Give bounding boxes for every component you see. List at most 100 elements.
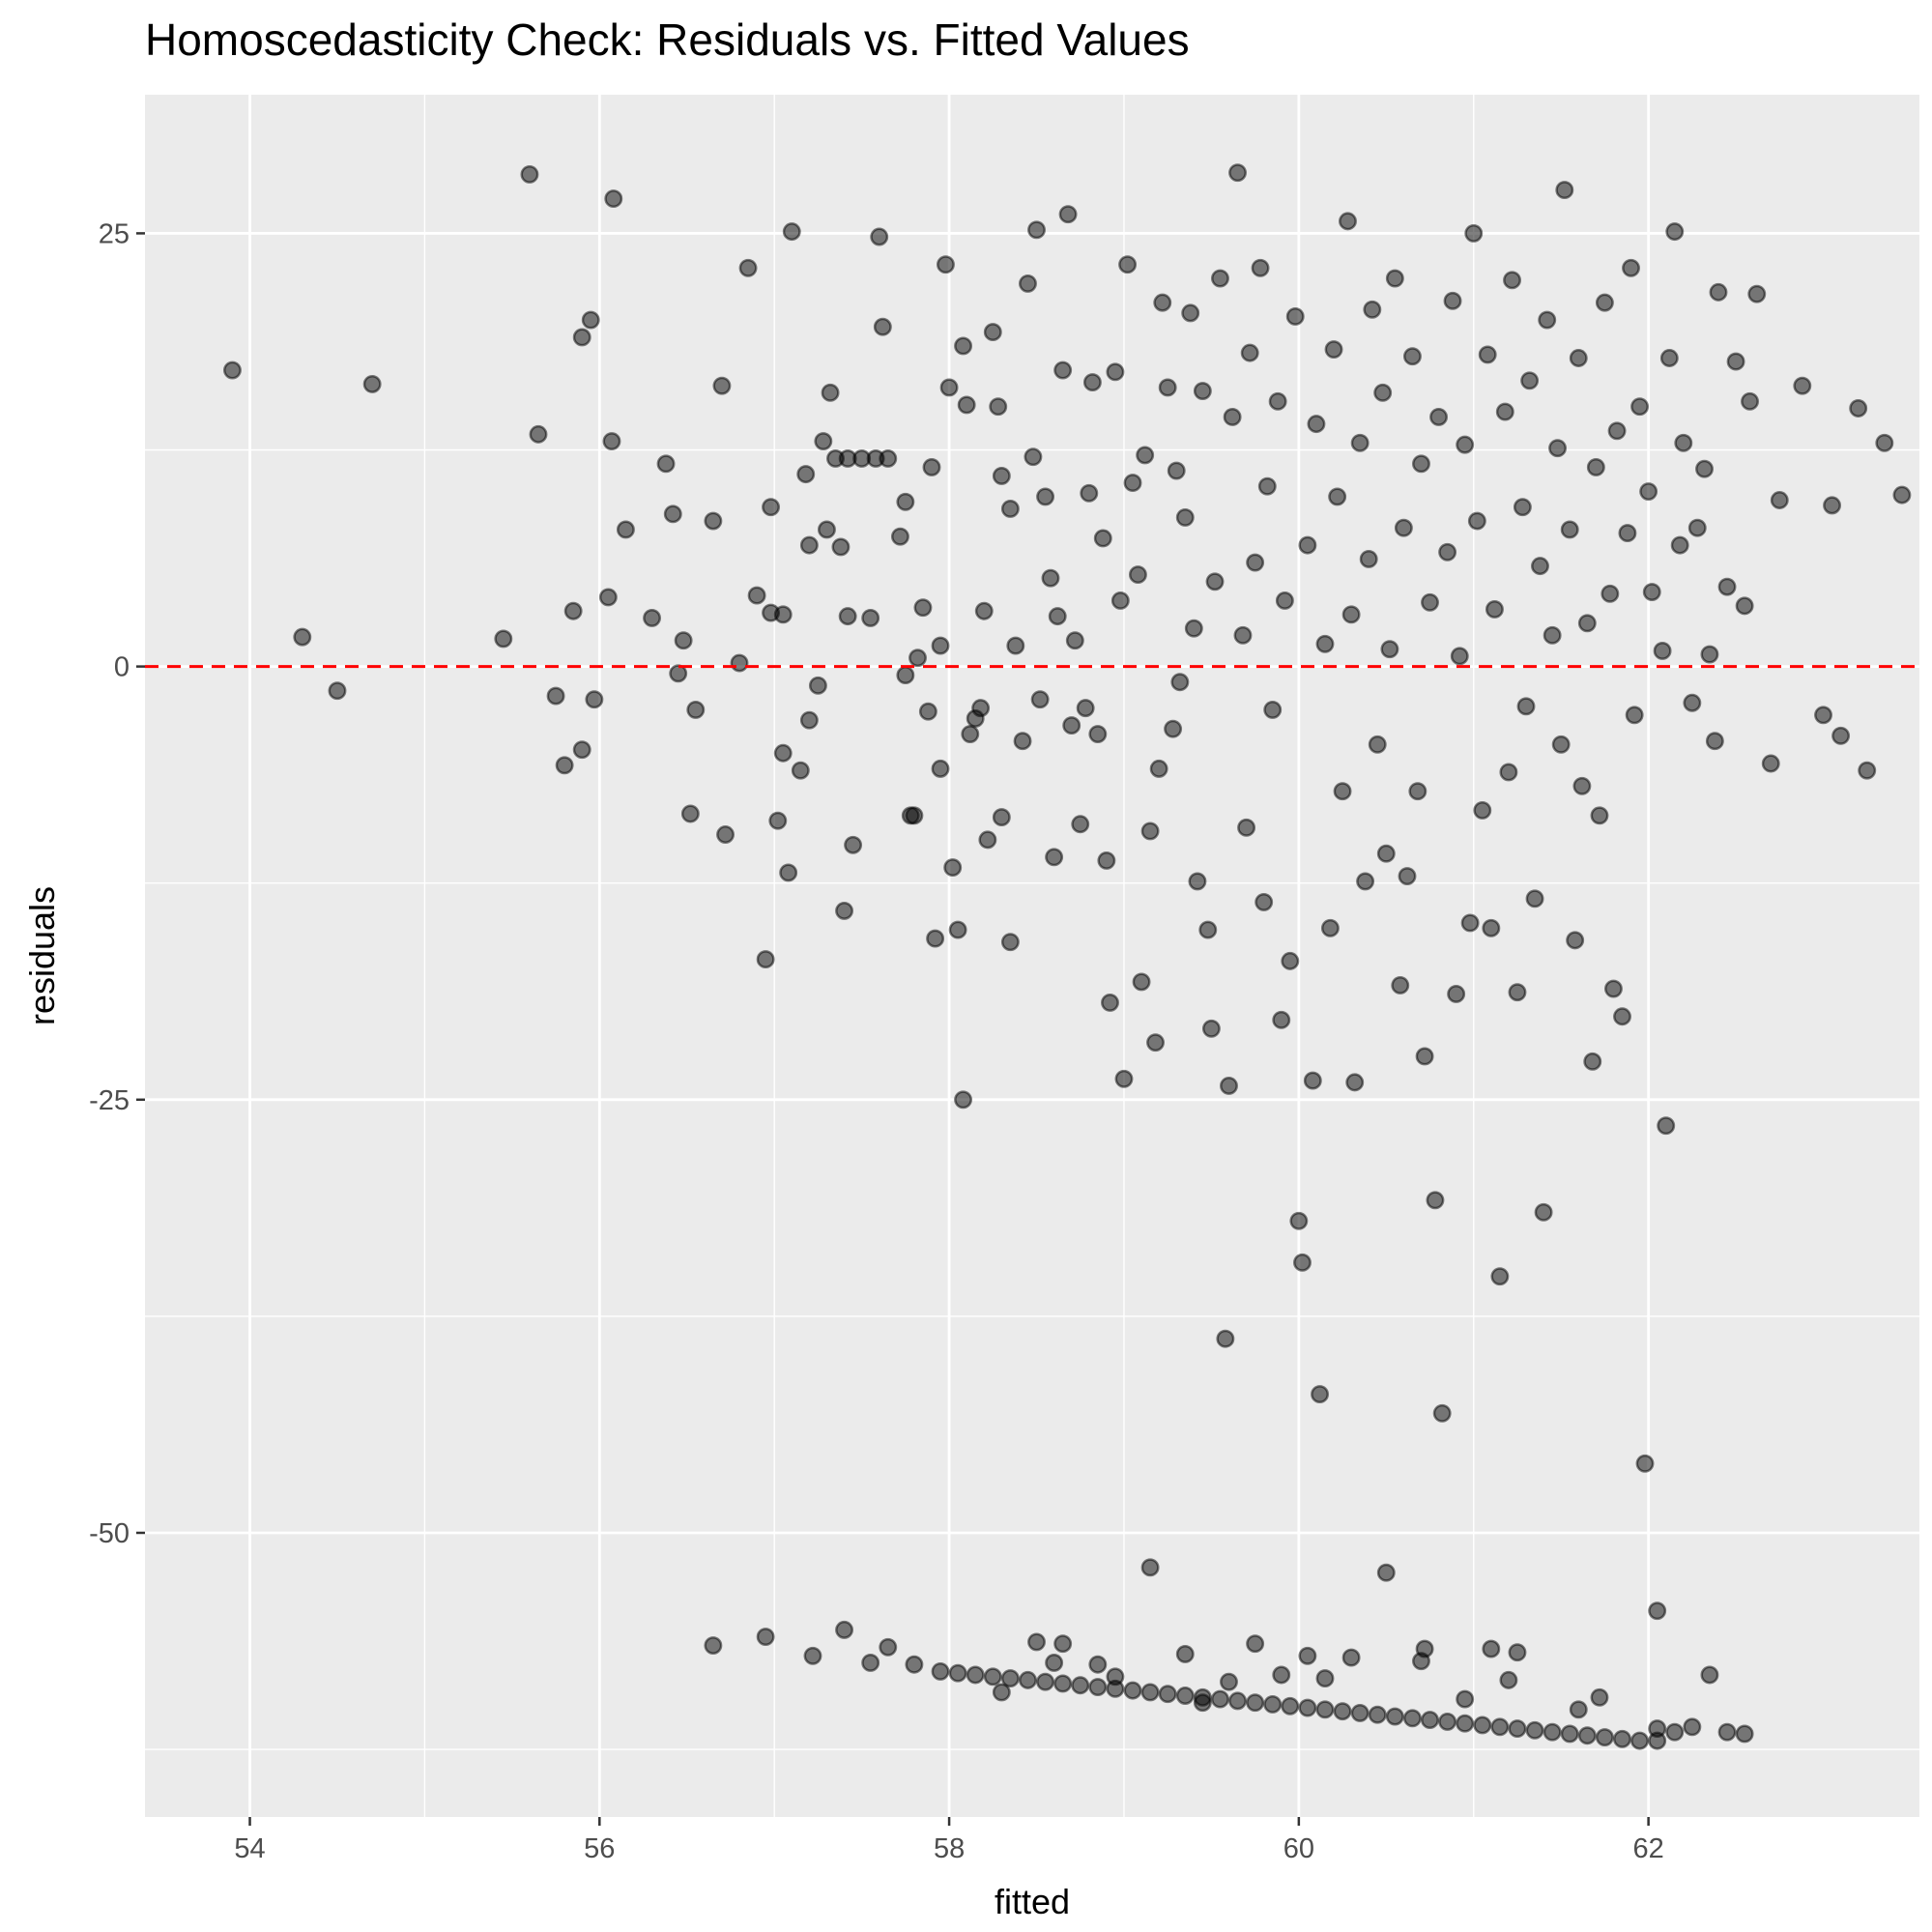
data-point [1503, 271, 1521, 290]
data-point [905, 1655, 924, 1674]
data-point [680, 804, 700, 823]
data-point [1603, 979, 1623, 998]
data-point [1408, 782, 1427, 801]
x-tick-label: 58 [934, 1833, 965, 1864]
data-point [1705, 732, 1724, 751]
data-point [1793, 376, 1812, 395]
data-point [674, 631, 693, 650]
data-point [992, 1683, 1011, 1702]
data-point [1443, 291, 1462, 310]
data-point [835, 1620, 853, 1639]
data-point [1324, 340, 1343, 359]
data-point [1572, 776, 1592, 795]
data-point [1613, 1729, 1631, 1748]
data-point [1240, 343, 1259, 362]
data-point [1053, 1634, 1073, 1654]
data-point [1315, 1700, 1335, 1719]
data-point [1499, 763, 1518, 782]
data-point [992, 466, 1011, 485]
data-point [1600, 584, 1620, 603]
data-point [1858, 761, 1877, 780]
data-point [1315, 1669, 1335, 1688]
data-point [1368, 1705, 1387, 1724]
data-point [1447, 984, 1466, 1003]
data-point [1831, 726, 1851, 745]
data-point [293, 627, 312, 647]
data-point [1683, 693, 1702, 712]
data-point [1045, 848, 1064, 867]
data-point [1569, 349, 1588, 367]
data-point [1741, 391, 1759, 411]
data-point [1228, 163, 1247, 183]
data-point [1665, 1722, 1685, 1742]
data-point [835, 901, 853, 920]
data-point [1000, 933, 1020, 952]
data-point [1590, 1687, 1609, 1707]
data-point [1460, 913, 1480, 933]
data-point [1421, 1711, 1439, 1730]
data-point [803, 1646, 822, 1665]
data-point [1548, 439, 1568, 458]
data-point [1513, 498, 1532, 517]
data-point [1345, 1073, 1365, 1092]
data-point [704, 1636, 723, 1655]
data-point [1220, 1077, 1238, 1095]
data-point [328, 681, 347, 701]
data-point [1281, 1696, 1300, 1716]
data-point [1048, 607, 1067, 626]
data-point [992, 808, 1011, 827]
data-point [1577, 1726, 1597, 1745]
data-point [971, 699, 991, 718]
data-point [572, 328, 591, 347]
data-point [821, 383, 840, 402]
data-point [844, 835, 863, 854]
data-point [1000, 500, 1020, 518]
data-point [1350, 433, 1370, 452]
data-point [1019, 1670, 1037, 1689]
data-point [1499, 1670, 1518, 1689]
data-point [782, 222, 801, 242]
data-point [1709, 282, 1728, 302]
data-point [362, 374, 382, 393]
data-point [1298, 535, 1317, 555]
data-point [873, 317, 892, 336]
data-point [1659, 349, 1679, 367]
data-point [1201, 1019, 1221, 1038]
data-point [712, 376, 732, 395]
data-point [1814, 706, 1832, 725]
data-point [598, 588, 618, 607]
data-point [1123, 1681, 1142, 1700]
data-point [1376, 1563, 1396, 1582]
data-point [1653, 642, 1672, 660]
data-point [1490, 1717, 1510, 1737]
data-point [1328, 487, 1347, 506]
y-tick-label: 0 [114, 652, 130, 683]
data-point [1700, 1665, 1719, 1685]
x-axis-title: fitted [995, 1882, 1070, 1921]
data-point [890, 527, 909, 546]
data-point [814, 432, 833, 451]
data-point [943, 858, 963, 878]
data-point [773, 743, 793, 763]
data-point [747, 586, 766, 605]
data-point [572, 740, 591, 760]
data-point [896, 666, 915, 685]
data-point [1019, 274, 1037, 293]
data-point [1146, 1033, 1165, 1053]
x-tick-label: 62 [1632, 1833, 1663, 1864]
data-point [563, 601, 583, 620]
data-point [1630, 397, 1650, 417]
data-point [1272, 1665, 1291, 1685]
data-point [756, 1628, 775, 1647]
data-point [1551, 735, 1571, 754]
data-point [1534, 1202, 1553, 1222]
data-point [1071, 1676, 1090, 1695]
data-point [1216, 1329, 1235, 1348]
data-point [1543, 625, 1562, 645]
data-point [1184, 619, 1203, 638]
data-point [1735, 1724, 1754, 1744]
data-point [1123, 474, 1142, 493]
data-point [1450, 647, 1469, 666]
data-point [1892, 485, 1912, 505]
